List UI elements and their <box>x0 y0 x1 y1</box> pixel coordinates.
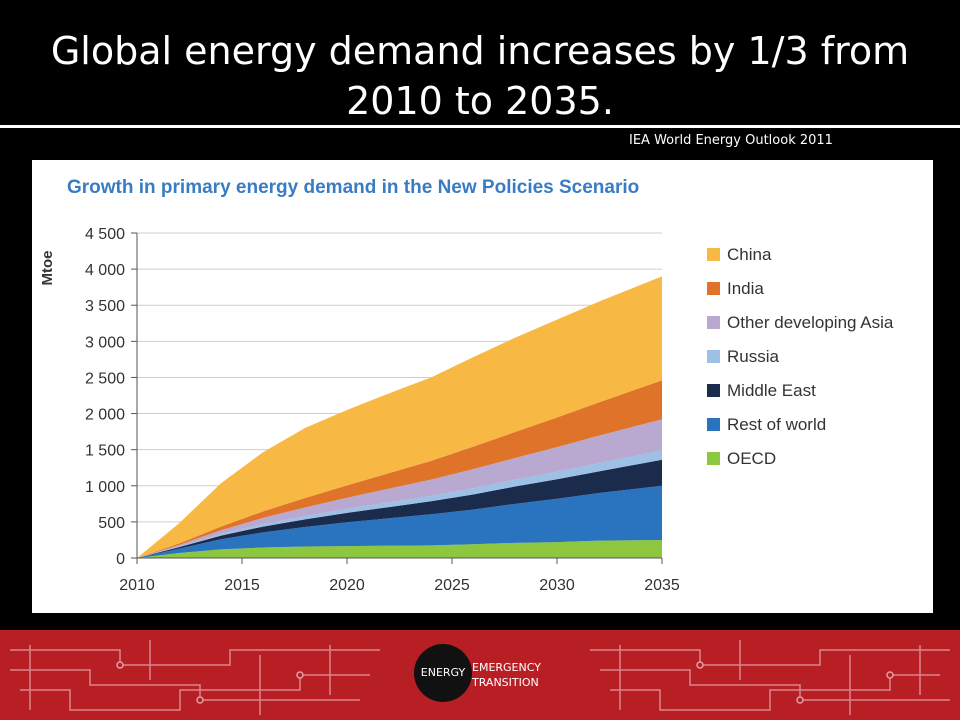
legend-swatch <box>707 384 720 397</box>
legend-label: OECD <box>727 449 776 468</box>
y-tick-label: 1 500 <box>85 443 125 460</box>
legend-swatch <box>707 316 720 329</box>
legend-swatch <box>707 418 720 431</box>
y-tick-label: 1 000 <box>85 479 125 496</box>
series-area-china <box>137 276 662 558</box>
legend-swatch <box>707 452 720 465</box>
series-area-oecd <box>137 539 662 558</box>
axes: 0 500 1 000 1 500 2 000 2 500 3 000 3 500 4 000 4… <box>85 226 680 594</box>
area-chart: Growth in primary energy demand in the N… <box>39 177 894 594</box>
areas <box>137 276 662 558</box>
chart-panel: Growth in primary energy demand in the N… <box>32 160 933 613</box>
y-tick-label: 2 000 <box>85 407 125 424</box>
y-tick-label: 4 500 <box>85 226 125 243</box>
x-tick-label: 2030 <box>539 577 575 594</box>
legend-swatch <box>707 282 720 295</box>
y-axis-label: Mtoe <box>39 251 56 286</box>
x-tick-label: 2025 <box>434 577 470 594</box>
x-tick-label: 2015 <box>224 577 260 594</box>
series-area-rest-of-world <box>137 485 662 558</box>
logo-circle: ENERGY <box>414 644 472 702</box>
y-tick-label: 500 <box>98 515 125 532</box>
legend-label: Middle East <box>727 381 816 400</box>
legend: China India Other developing Asia Russia Mid… <box>707 245 894 468</box>
slide-title: Global energy demand increases by 1/3 fr… <box>50 29 910 123</box>
series-area-india <box>137 380 662 558</box>
legend-label: India <box>727 279 764 298</box>
chart-title: Growth in primary energy demand in the N… <box>67 177 639 198</box>
logo-text-transition: TRANSITION <box>472 676 539 689</box>
source-label: IEA World Energy Outlook 2011 <box>629 133 833 148</box>
legend-label: Russia <box>727 347 780 366</box>
y-tick-label: 4 000 <box>85 262 125 279</box>
x-tick-label: 2035 <box>644 577 680 594</box>
title-divider <box>0 125 960 128</box>
legend-swatch <box>707 248 720 261</box>
logo-text-emergency: EMERGENCY <box>472 661 541 674</box>
legend-label: Other developing Asia <box>727 313 894 332</box>
footer-band <box>0 630 960 720</box>
y-tick-label: 0 <box>116 551 125 568</box>
x-tick-label: 2010 <box>119 577 155 594</box>
circuit-decoration <box>10 640 950 715</box>
y-tick-label: 2 500 <box>85 370 125 387</box>
legend-swatch <box>707 350 720 363</box>
series-area-other-developing-asia <box>137 419 662 558</box>
legend-label: Rest of world <box>727 415 826 434</box>
y-tick-label: 3 000 <box>85 334 125 351</box>
y-tick-label: 3 500 <box>85 298 125 315</box>
x-tick-label: 2020 <box>329 577 365 594</box>
series-area-middle-east <box>137 459 662 558</box>
legend-label: China <box>727 245 772 264</box>
series-area-russia <box>137 450 662 558</box>
